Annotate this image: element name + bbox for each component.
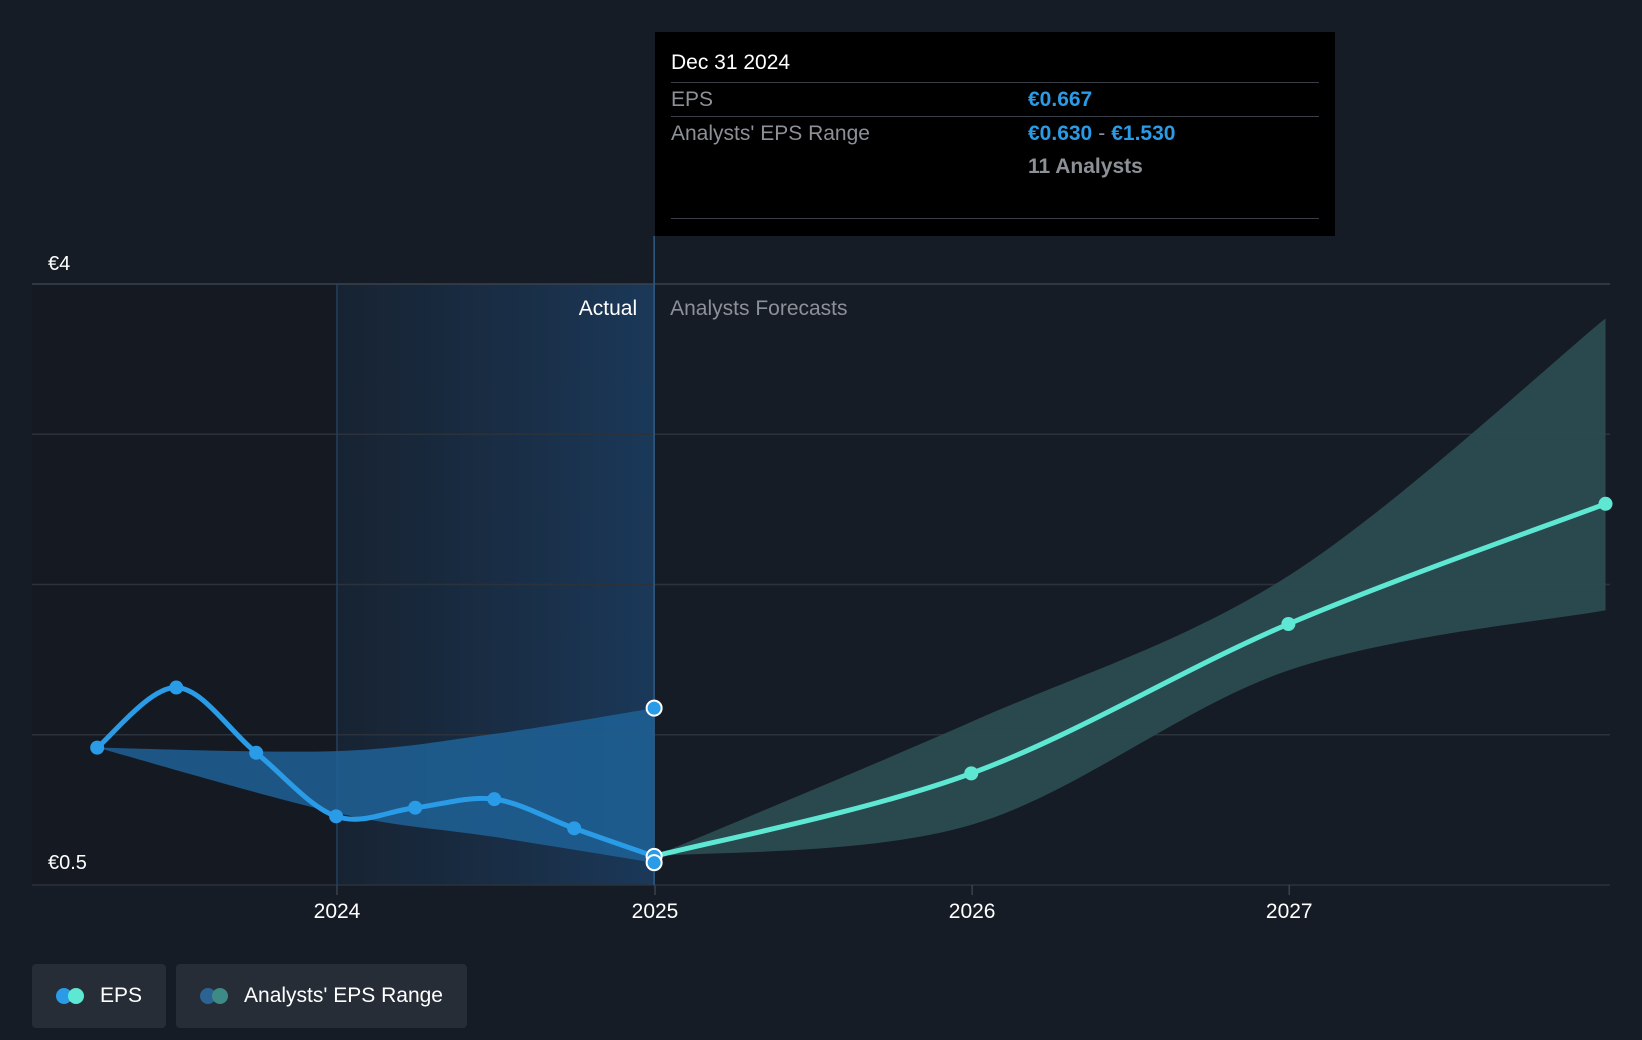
range-dots-icon bbox=[200, 988, 230, 1004]
x-tick-label-2024: 2024 bbox=[314, 900, 361, 923]
eps-point-forecast bbox=[1281, 616, 1296, 631]
tooltip-range-high: €1.530 bbox=[1111, 121, 1176, 145]
eps-point-actual bbox=[487, 792, 502, 807]
legend-item-eps[interactable]: EPS bbox=[32, 964, 167, 1028]
y-tick-label-top: €4 bbox=[48, 253, 70, 275]
eps-point-actual bbox=[408, 800, 423, 815]
eps-dots-icon bbox=[56, 988, 86, 1004]
eps-point-actual bbox=[169, 680, 184, 695]
tooltip-panel: Dec 31 2024 EPS €0.667 Analysts' EPS Ran… bbox=[655, 32, 1335, 236]
tooltip-range-row: Analysts' EPS Range €0.630 - €1.530 bbox=[671, 116, 1319, 150]
x-tick-label-2027: 2027 bbox=[1266, 900, 1313, 923]
x-tick-label-2026: 2026 bbox=[949, 900, 996, 923]
hover-marker bbox=[645, 699, 663, 717]
actual-label: Actual bbox=[579, 297, 637, 320]
tooltip-range-low: €0.630 bbox=[1028, 121, 1093, 145]
hover-marker bbox=[645, 854, 663, 872]
tooltip-analysts-count: 11 Analysts bbox=[1028, 155, 1143, 178]
tooltip-eps-value: €0.667 bbox=[1028, 87, 1093, 111]
legend-label-eps: EPS bbox=[100, 984, 143, 1007]
tooltip-eps-label: EPS bbox=[671, 87, 714, 111]
eps-line-forecast bbox=[651, 501, 1609, 859]
eps-point-actual bbox=[329, 809, 344, 824]
tooltip-divider bbox=[671, 218, 1319, 219]
y-tick-label-bottom: €0.5 bbox=[48, 852, 87, 874]
eps-point-actual bbox=[90, 740, 105, 755]
legend-label-range: Analysts' EPS Range bbox=[244, 984, 443, 1007]
eps-point-forecast bbox=[964, 766, 979, 781]
tooltip-eps-row: EPS €0.667 bbox=[671, 82, 1319, 116]
range-band-actual bbox=[97, 708, 655, 863]
tooltip-range-separator: - bbox=[1098, 121, 1106, 145]
eps-point-actual bbox=[567, 821, 582, 836]
x-tick-label-2025: 2025 bbox=[632, 900, 679, 923]
tooltip-range-label: Analysts' EPS Range bbox=[671, 121, 870, 145]
range-band-forecast bbox=[654, 318, 1606, 857]
tooltip-date: Dec 31 2024 bbox=[671, 51, 791, 74]
legend-item-range[interactable]: Analysts' EPS Range bbox=[176, 964, 467, 1028]
eps-point-actual bbox=[249, 745, 264, 760]
eps-point-forecast bbox=[1598, 496, 1613, 511]
legend: EPS Analysts' EPS Range bbox=[32, 964, 467, 1028]
forecast-label: Analysts Forecasts bbox=[670, 297, 847, 320]
